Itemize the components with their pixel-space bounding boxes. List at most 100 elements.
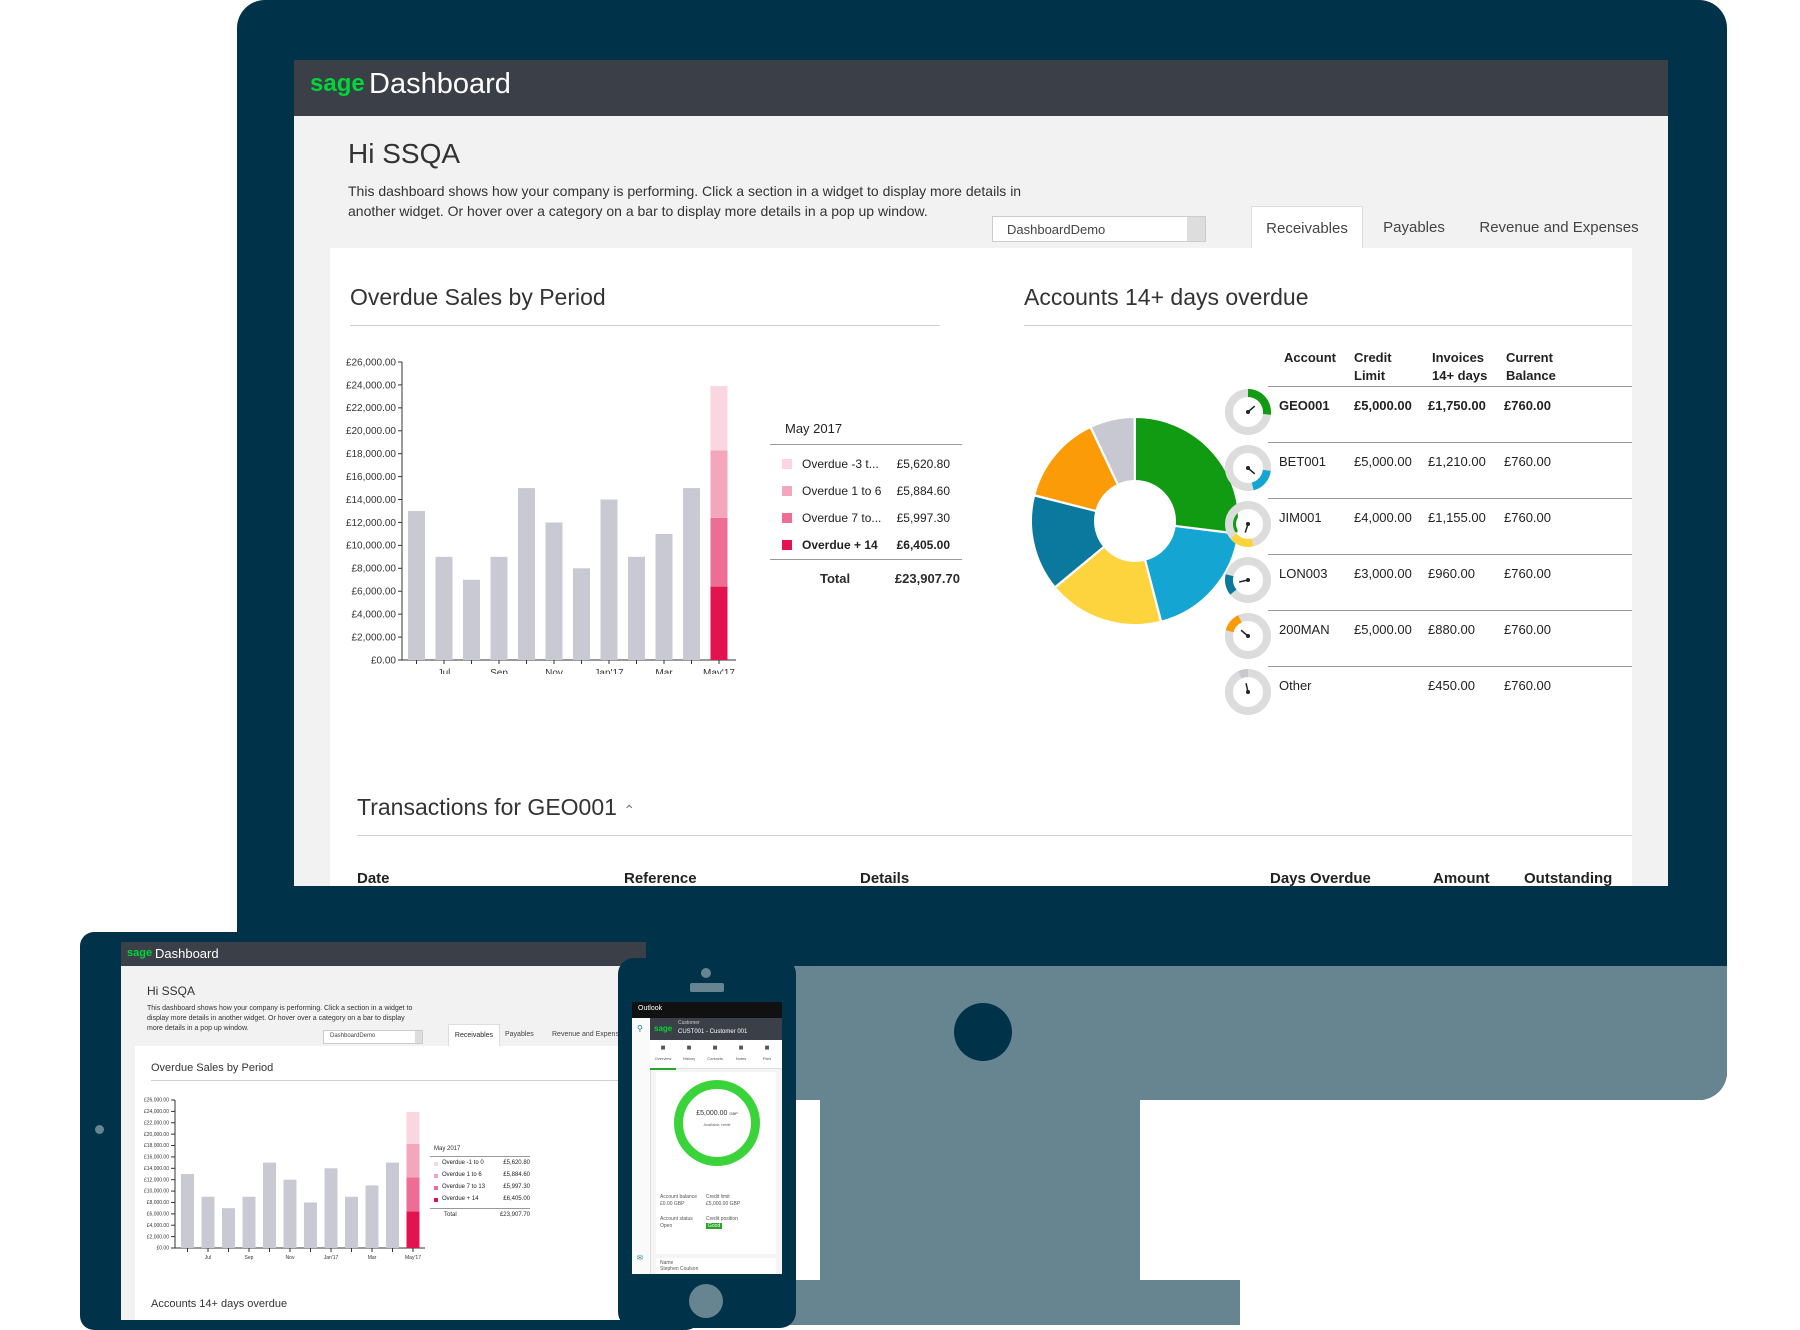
contact-name-value[interactable]: Stephen Coulson — [660, 1266, 699, 1272]
chevron-down-icon[interactable] — [1187, 217, 1205, 241]
legend-label: Overdue 1 to 6 — [802, 484, 882, 498]
account-balance: £760.00 — [1504, 566, 1551, 581]
tablet-tab-payables[interactable]: Payables — [505, 1031, 534, 1038]
tablet-x-tick-label: Jul — [205, 1255, 211, 1261]
legend-swatch — [782, 513, 792, 523]
tablet-bar[interactable] — [386, 1162, 399, 1248]
tablet-bar[interactable] — [242, 1196, 256, 1248]
tablet-legend-row[interactable]: Overdue -1 to 0 £5,620.80 — [430, 1160, 530, 1170]
bar-segment[interactable] — [710, 517, 728, 587]
account-credit-limit: £4,000.00 — [1354, 510, 1412, 525]
tablet-bar-segment[interactable] — [406, 1143, 420, 1178]
tablet-tab-receivables[interactable]: Receivables — [448, 1024, 500, 1047]
tablet-bar[interactable] — [201, 1196, 215, 1248]
transactions-title[interactable]: Transactions for GEO001 ⌃ — [357, 794, 635, 821]
tablet-bar[interactable] — [324, 1168, 338, 1248]
y-tick-label: £24,000.00 — [346, 380, 396, 391]
phone-nav-item[interactable]: ■ Overview — [650, 1040, 676, 1070]
bar[interactable] — [600, 499, 618, 660]
bar[interactable] — [655, 533, 673, 660]
legend-row[interactable]: Overdue 7 to... £5,997.30 — [770, 510, 962, 528]
account-mini-gauge — [1225, 501, 1271, 547]
bar-segment[interactable] — [710, 450, 728, 518]
tablet-bar[interactable] — [345, 1196, 358, 1248]
legend-row[interactable]: Overdue -3 t... £5,620.80 — [770, 456, 962, 474]
account-row[interactable]: 200MAN £5,000.00 £880.00 £760.00 — [1224, 610, 1632, 662]
account-balance-label: Account balance — [660, 1194, 697, 1200]
bar[interactable] — [435, 556, 453, 660]
account-row[interactable]: GEO001 £5,000.00 £1,750.00 £760.00 — [1224, 386, 1632, 438]
account-invoices: £1,155.00 — [1428, 510, 1486, 525]
tx-col-outstanding[interactable]: Outstanding — [1524, 870, 1613, 886]
bar[interactable] — [628, 556, 645, 660]
tablet-dashboard-select[interactable]: DashboardDemo — [323, 1030, 423, 1044]
bar[interactable] — [490, 556, 508, 660]
tablet-bar-segment[interactable] — [406, 1211, 420, 1248]
bar-segment[interactable] — [710, 385, 728, 451]
bar-segment[interactable] — [710, 586, 728, 660]
accounts-donut-chart[interactable] — [1030, 416, 1240, 626]
donut-slice[interactable] — [1143, 524, 1240, 623]
legend-row[interactable]: Overdue + 14 £6,405.00 — [770, 537, 962, 555]
tablet-tab-revenue-expenses[interactable]: Revenue and Expenses — [552, 1031, 627, 1038]
account-credit-limit: £3,000.00 — [1354, 566, 1412, 581]
tx-col-reference[interactable]: Reference — [624, 870, 697, 886]
dashboard-select[interactable]: DashboardDemo — [992, 216, 1206, 242]
tablet-legend-label: Overdue + 14 — [442, 1196, 479, 1202]
tablet-chevron-down-icon[interactable] — [415, 1031, 422, 1043]
tablet-bar[interactable] — [365, 1185, 379, 1248]
bar[interactable] — [518, 488, 535, 660]
tab-receivables[interactable]: Receivables — [1251, 206, 1363, 249]
mail-icon[interactable]: ✉ — [637, 1255, 643, 1262]
account-row[interactable]: BET001 £5,000.00 £1,210.00 £760.00 — [1224, 442, 1632, 494]
phone-home-button[interactable] — [689, 1284, 723, 1318]
tablet-bar[interactable] — [222, 1208, 235, 1248]
tablet-bar[interactable] — [283, 1179, 297, 1248]
tx-col-date[interactable]: Date — [357, 870, 390, 886]
tablet-bar[interactable] — [263, 1162, 276, 1248]
tablet-total-label: Total — [444, 1212, 457, 1218]
tablet-title-rule — [151, 1080, 641, 1081]
tablet-legend-swatch — [434, 1198, 438, 1202]
chevron-up-icon[interactable]: ⌃ — [623, 802, 636, 818]
tab-revenue-expenses[interactable]: Revenue and Expenses — [1464, 206, 1654, 248]
tx-col-days-overdue[interactable]: Days Overdue — [1270, 870, 1371, 886]
monitor-screen: sage Dashboard Hi SSQA This dashboard sh… — [294, 60, 1668, 886]
tab-revenue-expenses-label: Revenue and Expenses — [1479, 219, 1639, 236]
tx-col-amount[interactable]: Amount — [1433, 870, 1490, 886]
account-row[interactable]: LON003 £3,000.00 £960.00 £760.00 — [1224, 554, 1632, 606]
tablet-sage-logo: sage — [127, 947, 153, 959]
description-line-2: another widget. Or hover over a category… — [348, 203, 928, 219]
tablet-bar-segment[interactable] — [406, 1177, 420, 1212]
donut-slice[interactable] — [1089, 416, 1136, 487]
tablet-screen: sage Dashboard Hi SSQA This dashboard sh… — [121, 942, 646, 1320]
tablet-bar[interactable] — [181, 1174, 194, 1248]
tablet-legend-row[interactable]: Overdue 1 to 6 £5,884.60 — [430, 1172, 530, 1182]
phone-nav-item[interactable]: ■ History — [676, 1040, 702, 1068]
tablet-bar-segment[interactable] — [406, 1111, 420, 1144]
bar[interactable] — [408, 511, 425, 660]
tx-col-details[interactable]: Details — [860, 870, 910, 886]
bar[interactable] — [683, 488, 700, 660]
phone-nav-item[interactable]: ■ Files — [754, 1040, 780, 1068]
phone-nav-item[interactable]: ■ Contacts — [702, 1040, 728, 1068]
tablet-legend-value: £5,997.30 — [503, 1184, 530, 1190]
bar[interactable] — [463, 579, 480, 660]
tablet-total-value: £23,907.70 — [499, 1212, 530, 1218]
account-row[interactable]: JIM001 £4,000.00 £1,155.00 £760.00 — [1224, 498, 1632, 550]
credit-donut-unit: GBP — [729, 1111, 738, 1116]
bar[interactable] — [545, 522, 563, 660]
account-balance: £760.00 — [1504, 510, 1551, 525]
y-tick-label: £12,000.00 — [346, 518, 396, 529]
account-row[interactable]: Other £450.00 £760.00 — [1224, 666, 1632, 718]
tablet-legend-row[interactable]: Overdue + 14 £6,405.00 — [430, 1196, 530, 1206]
bar[interactable] — [573, 568, 590, 660]
search-icon[interactable]: ⚲ — [637, 1024, 643, 1033]
tablet-legend-label: Overdue -1 to 0 — [442, 1160, 484, 1166]
tablet-legend-row[interactable]: Overdue 7 to 13 £5,997.30 — [430, 1184, 530, 1194]
phone-nav-item[interactable]: ■ Notes — [728, 1040, 754, 1068]
tablet-bar[interactable] — [304, 1202, 317, 1248]
tablet-y-tick-label: £8,000.00 — [147, 1200, 169, 1206]
legend-row[interactable]: Overdue 1 to 6 £5,884.60 — [770, 483, 962, 501]
tab-payables[interactable]: Payables — [1369, 206, 1459, 248]
